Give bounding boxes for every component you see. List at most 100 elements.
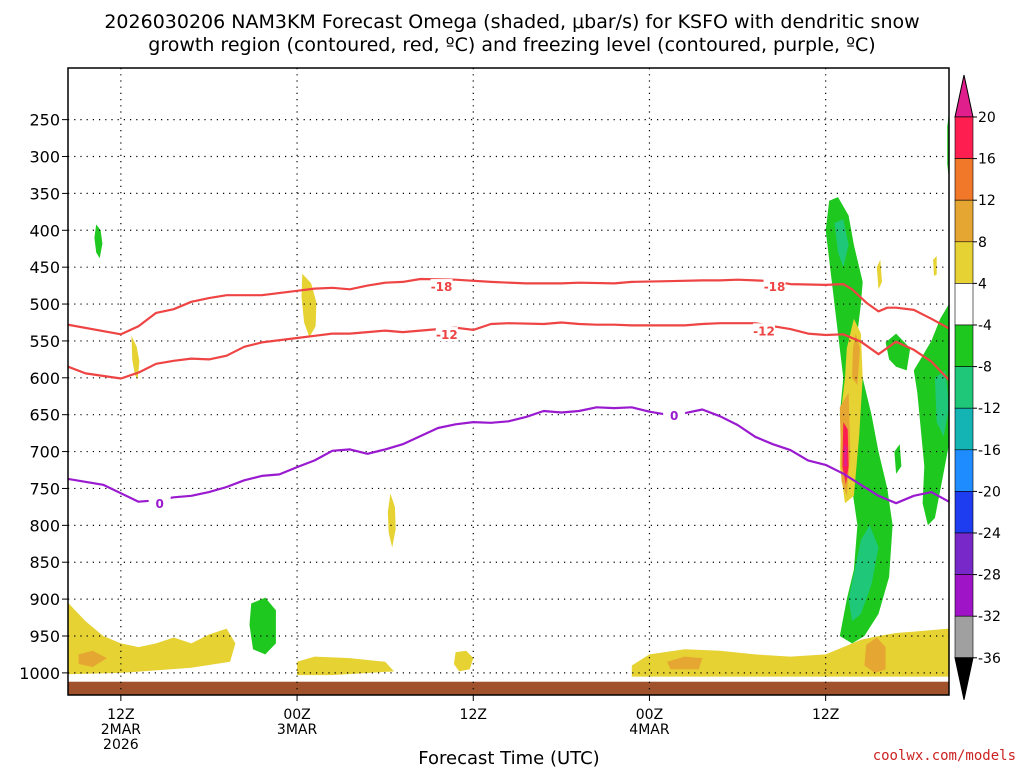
omega-region-20 [913,304,949,526]
colorbar-segment [954,158,974,201]
contour-line [68,321,949,381]
chart-title-line2: growth region (contoured, red, ºC) and f… [148,34,875,56]
x-tick-label: 00Z [283,707,310,723]
colorbar-label: -28 [978,568,1001,584]
chart-title-line1: 2026030206 NAM3KM Forecast Omega (shaded… [104,11,919,33]
x-tick-label: 2026 [103,737,139,753]
colorbar-segment [954,199,974,243]
contour-label: 0 [670,409,678,423]
x-tick-label: 2MAR [101,722,142,738]
omega-region-9 [864,637,886,673]
omega-region-25 [876,259,882,290]
y-tick-label: 600 [29,369,60,388]
y-tick-label: 950 [29,627,60,646]
colorbar-segment [954,449,974,492]
colorbar-label: 16 [978,152,996,168]
x-tick-label: 3MAR [277,722,318,738]
omega-region-5 [68,602,236,675]
omega-region-8 [631,628,949,677]
omega-region-23 [894,444,902,474]
colorbar-bottom-arrow [954,657,974,700]
colorbar-label: -32 [978,609,1001,625]
contour-label: -12 [753,324,775,338]
colorbar-label: -4 [978,318,992,334]
omega-region-10 [78,650,107,667]
colorbar-segment [954,366,974,409]
omega-region-6 [297,656,394,676]
plot-frame [67,67,950,696]
colorbar-label: -16 [978,443,1001,459]
colorbar-segment [954,283,974,326]
y-tick-label: 900 [29,590,60,609]
colorbar-segment [954,574,974,617]
surface-band [68,681,949,695]
y-axis: 250 300 350 400 450 500 550 600 650 700 750 800 850 9… [19,111,68,683]
contour-label-bg [763,279,786,294]
x-tick-label: 12Z [460,707,487,723]
colorbar-label: 8 [978,235,987,251]
contour-label: 0 [155,497,163,511]
colorbar-segment [954,491,974,534]
omega-region-7 [453,650,474,672]
omega-region-21 [934,370,949,437]
colorbar-label: 20 [978,110,996,126]
contour-line [68,277,949,336]
y-tick-label: 750 [29,479,60,498]
contour-label-bg [148,495,171,510]
y-tick-label: 800 [29,516,60,535]
colorbar-label: -20 [978,484,1001,500]
y-tick-label: 450 [29,258,60,277]
colorbar-label: -24 [978,526,1001,542]
omega-region-22 [885,333,911,371]
y-tick-label: 700 [29,443,60,462]
y-tick-label: 250 [29,111,60,130]
omega-region-26 [933,256,937,276]
x-axis-label: Forecast Time (UTC) [418,748,599,768]
x-tick-label: 00Z [636,707,663,723]
credit-text: coolwx.com/models [873,748,1016,764]
contour-line [68,406,949,505]
x-tick-label: 12Z [812,707,839,723]
colorbar: 20 16 12 8 4 -4 -8 -12 -16 -20 -24 -28 -32 -36 [954,74,1001,700]
colorbar-segment [954,407,974,451]
colorbar-segment [954,532,974,575]
contour-label-bg [752,323,775,338]
y-tick-label: 500 [29,295,60,314]
x-tick-label: 12Z [107,707,134,723]
omega-region-19 [844,444,847,467]
y-tick-label: 300 [29,148,60,167]
omega-region-3 [387,493,396,548]
omega-region-14 [848,525,879,622]
contour-label-bg [663,408,686,423]
grid-lines [68,68,949,695]
y-tick-label: 1000 [19,664,60,683]
omega-region-0 [94,224,103,259]
contour-lines: -18 -18 -12 -12 0 0 [68,277,949,511]
colorbar-segment [954,116,974,159]
surface-fill [68,681,949,695]
colorbar-segment [954,615,974,659]
contour-label: -18 [431,280,453,294]
omega-region-13 [834,219,849,268]
y-tick-label: 350 [29,184,60,203]
contour-label-bg [435,327,458,342]
omega-region-4 [249,597,276,655]
y-tick-label: 650 [29,406,60,425]
colorbar-label: -36 [978,651,1001,667]
colorbar-top-arrow [954,74,974,118]
x-tick-label: 4MAR [629,722,670,738]
omega-region-2 [301,273,317,338]
colorbar-label: -8 [978,360,992,376]
contour-label: -12 [436,328,458,342]
omega-region-11 [667,656,703,670]
contour-label-bg [430,279,453,294]
colorbar-segment [954,241,974,284]
colorbar-segment [954,324,974,367]
y-tick-label: 400 [29,221,60,240]
colorbar-label: 4 [978,276,987,292]
omega-region-16 [852,333,860,386]
colorbar-label: 12 [978,193,996,209]
colorbar-label: -12 [978,401,1001,417]
